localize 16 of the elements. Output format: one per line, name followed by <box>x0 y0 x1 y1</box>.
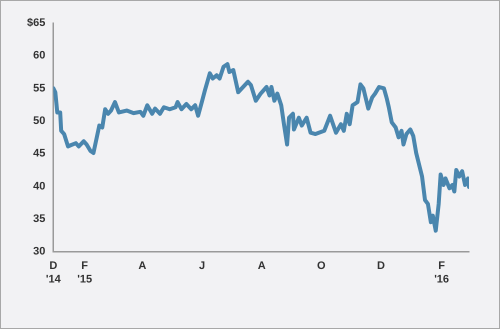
x-tick-label: F '15 <box>77 260 92 286</box>
y-tick-label: 35 <box>33 212 46 225</box>
x-tick-label: A <box>258 260 266 272</box>
x-tick-label: J <box>198 260 206 272</box>
y-tick-label: 60 <box>33 50 46 62</box>
x-tick-label: D '14 <box>46 260 62 286</box>
x-tick-label: D <box>377 260 386 272</box>
x-tick-label: A <box>138 260 146 272</box>
y-tick-label: 45 <box>33 148 46 160</box>
y-tick-label: 40 <box>33 180 46 192</box>
y-tick-label: 55 <box>33 82 46 94</box>
y-tick-label: 30 <box>33 246 46 258</box>
x-tick-label: F '16 <box>434 260 450 286</box>
x-tick-label: O <box>317 260 326 272</box>
y-tick-label: $65 <box>26 17 46 30</box>
y-tick-label: 50 <box>33 115 46 128</box>
